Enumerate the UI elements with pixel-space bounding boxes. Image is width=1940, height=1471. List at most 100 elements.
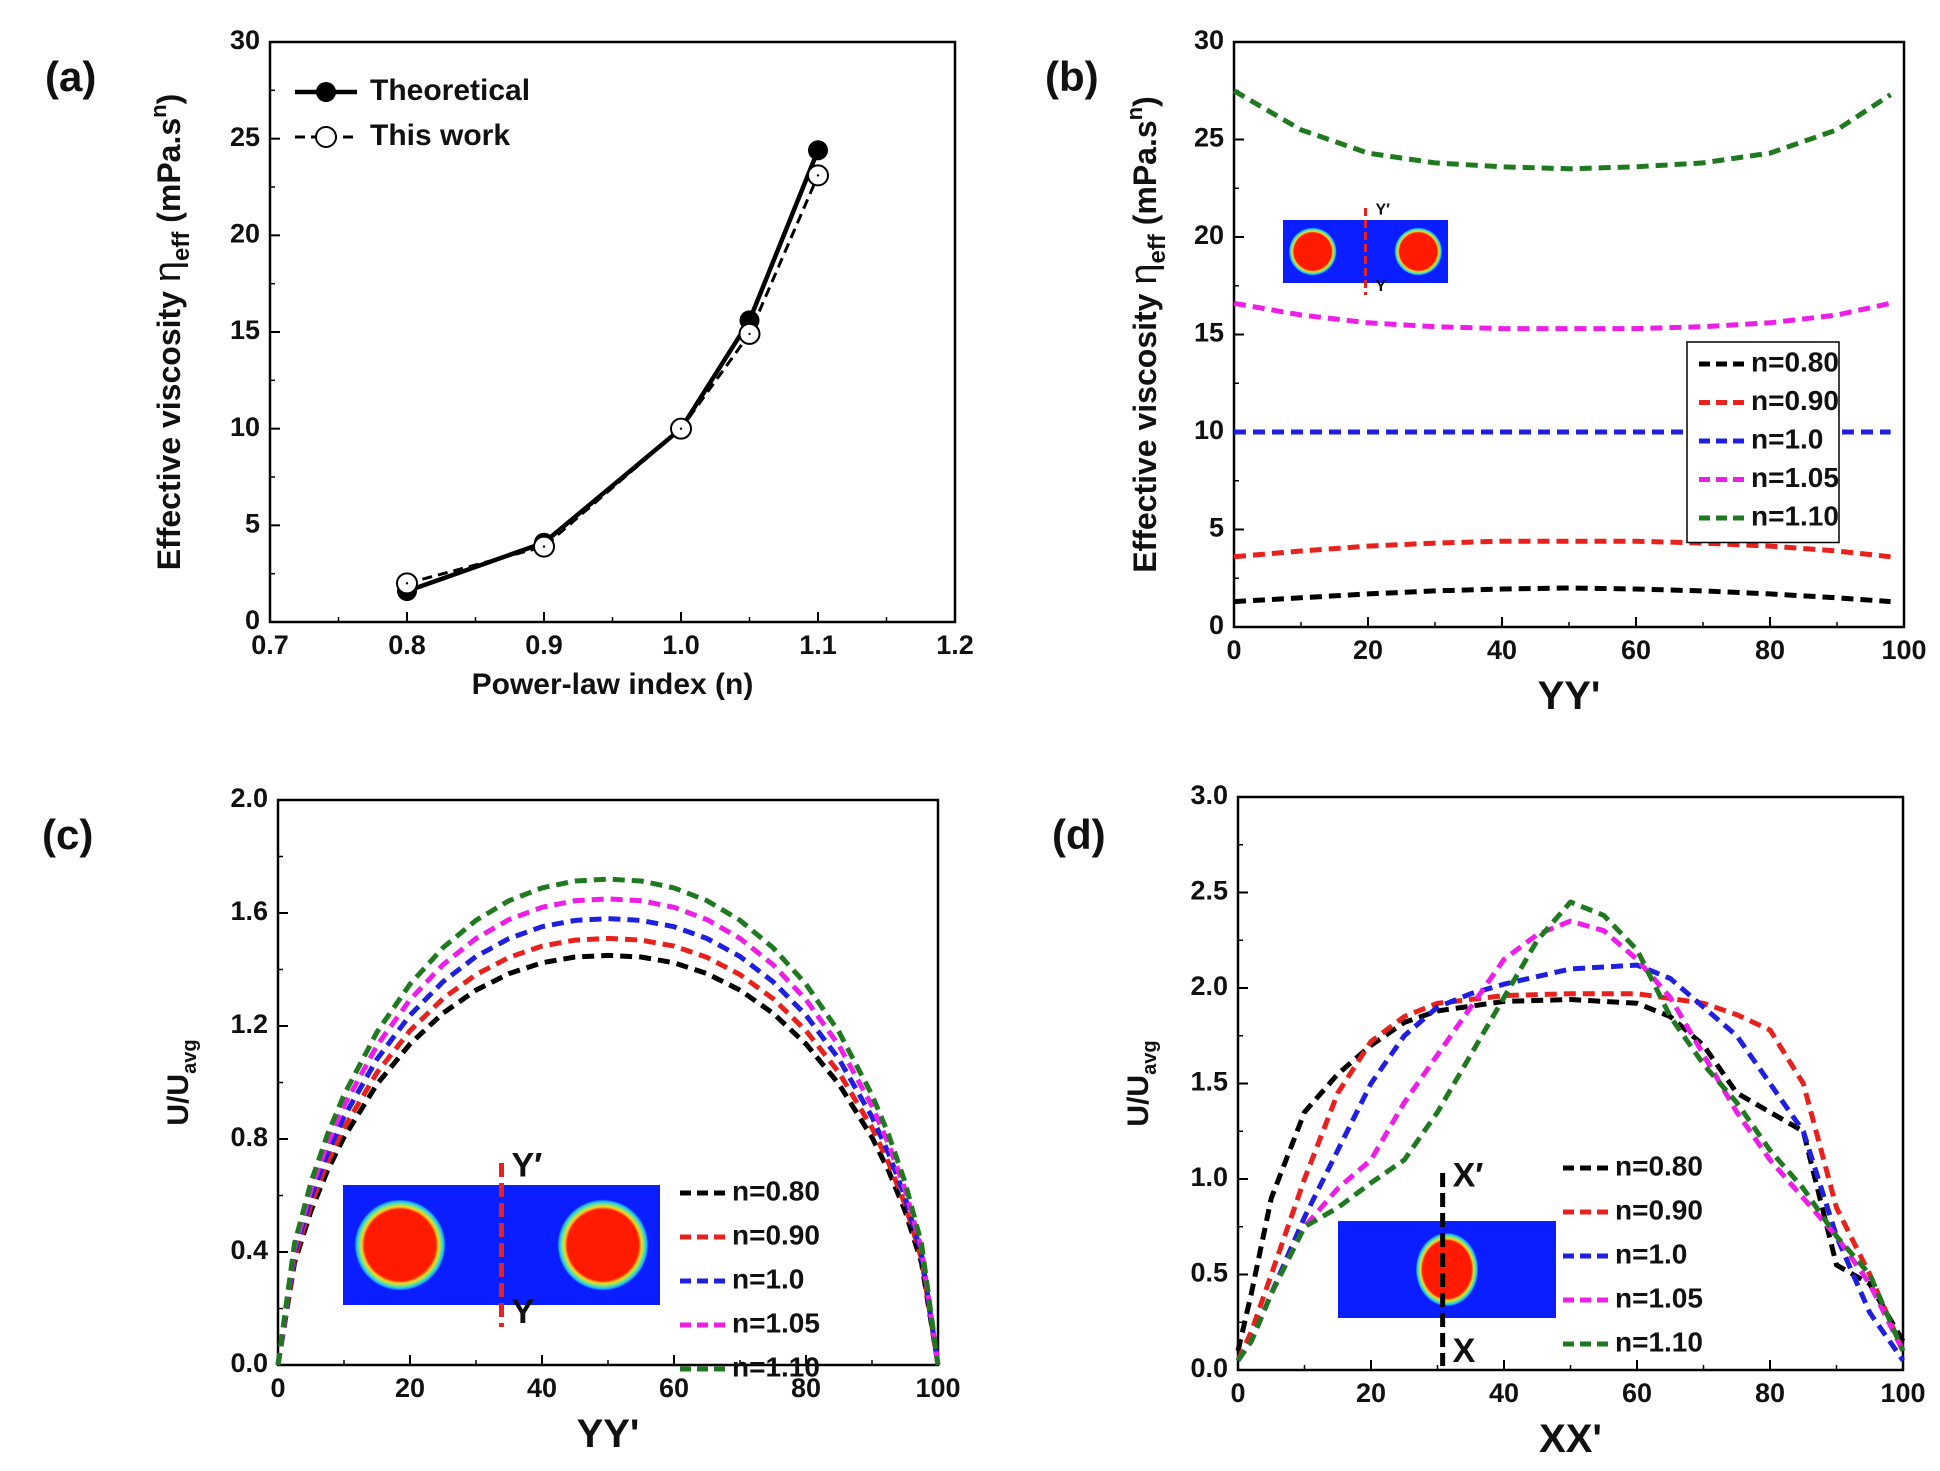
inset-top-label: X′ [1453,1157,1484,1195]
x-tick-label: 60 [659,1373,689,1403]
data-point-center [405,582,409,585]
y-tick-label: 2.5 [1190,876,1228,906]
inset-droplet [354,1199,446,1291]
data-point [808,140,828,161]
legend-label: n=1.10 [732,1351,820,1382]
y-axis-label-part: n [1122,107,1147,120]
legend-marker [316,82,336,102]
y-axis-label: Effective viscosity ηeff (mPa.sn) [1122,96,1171,573]
legend-label: n=1.05 [732,1307,820,1338]
x-tick-label: 20 [395,1373,425,1403]
legend-marker [315,126,337,148]
x-tick-label: 60 [1622,1378,1652,1408]
legend-label: n=1.05 [1615,1282,1703,1313]
series-line-1 [406,174,820,585]
y-axis-label-sub: avg [1139,1040,1161,1074]
y-axis-label-part: eff [168,231,195,261]
y-tick-label: 1.2 [230,1009,268,1039]
legend-label: n=0.80 [1751,346,1839,377]
y-tick-label: 3.0 [1190,780,1228,810]
panel-a: (a) 0.7 0.8 0.9 1.0 1.1 1.2 0 5 10 15 20 25 30 Power-l… [45,25,974,701]
panel-d: (d) 0 20 40 60 80 100 0.0 0.5 1.0 1.5 2.0 2.5 3.0 XX' U… [1052,780,1926,1461]
y-tick-label: 1.0 [1190,1162,1228,1192]
y-tick-label: 20 [1194,220,1224,250]
y-tick-label: 0.0 [1190,1353,1228,1383]
inset-droplet [557,1199,649,1291]
series-line-3 [1235,918,1906,1362]
data-point-center [679,427,683,430]
panel-label: (c) [42,811,93,858]
x-tick-label: 0.8 [388,630,426,660]
series-line-0 [275,952,941,1366]
x-tick-label: 0 [1230,1378,1245,1408]
y-tick-label: 25 [1194,123,1224,153]
y-tick-label: 1.5 [1190,1067,1228,1097]
legend-label: This work [370,119,510,152]
panel-b: (b) 0 20 40 60 80 100 0 5 10 15 20 25 30 YY' Effective … [1045,25,1927,718]
y-tick-label: 15 [1194,318,1224,348]
y-tick-label: 2.0 [230,783,268,813]
y-tick-label: 30 [1194,25,1224,55]
x-tick-label: 0 [270,1373,285,1403]
y-tick-label: 0 [1209,610,1224,640]
legend-label: n=1.10 [1615,1326,1703,1357]
x-tick-label: 0 [1226,635,1241,665]
legend-label: n=0.90 [1615,1194,1703,1225]
panel-c: (c) 0 20 40 60 80 100 0.0 0.4 0.8 1.2 1.6 2.0 YY' U/Ua… [42,783,961,1456]
inset-droplet [1394,227,1443,276]
series-line-4 [1235,899,1906,1362]
series-line-1 [1233,538,1891,560]
y-tick-label: 5 [1209,513,1224,543]
y-tick-label: 0.8 [230,1122,268,1152]
y-axis-label: U/Uavg [1122,1040,1161,1126]
x-axis-label: YY' [577,1412,640,1456]
legend-label: n=1.10 [1751,500,1839,531]
y-axis-label: Effective viscosity ηeff (mPa.sn) [146,94,195,571]
y-axis-label-part: (mPa.s [151,118,187,232]
series-line-0 [1233,585,1891,605]
inset-droplet [1288,227,1337,276]
y-tick-label: 2.0 [1190,971,1228,1001]
x-tick-label: 0.9 [525,630,563,660]
series-line-3 [275,896,941,1366]
x-tick-label: 80 [1755,635,1785,665]
y-tick-label: 20 [230,218,260,248]
x-axis-label: Power-law index (n) [472,668,754,701]
x-tick-label: 40 [1489,1378,1519,1408]
legend-label: n=0.80 [1615,1150,1703,1181]
y-tick-label: 0 [245,605,260,635]
y-tick-label: 30 [230,25,260,55]
series-line-4 [1232,88,1892,172]
y-tick-label: 5 [245,508,260,538]
y-axis-label-part: n [146,104,171,117]
y-axis-label-part: η [1123,264,1165,285]
legend-label: Theoretical [370,74,530,107]
series-line-0 [406,149,821,594]
panel-label: (d) [1052,811,1106,858]
data-point-center [542,545,546,548]
x-tick-label: 80 [791,1373,821,1403]
legend-label: n=1.0 [732,1263,804,1294]
x-axis-label: YY' [1538,674,1601,718]
series-line-0 [1235,997,1906,1352]
x-tick-label: 100 [1881,635,1926,665]
y-axis-label: U/Uavg [162,1039,201,1125]
inset-bottom-label: Y [1376,278,1387,295]
x-tick-label: 100 [1880,1378,1925,1408]
legend-label: n=0.90 [1751,385,1839,416]
inset-top-label: Y′ [512,1147,543,1185]
x-tick-label: 40 [1487,635,1517,665]
y-axis-label-part: ) [1127,96,1163,107]
panel-label: (a) [45,53,96,100]
x-tick-label: 20 [1353,635,1383,665]
y-axis-label-part: Effective viscosity [1127,285,1163,573]
legend-label: n=1.05 [1751,462,1839,493]
y-tick-label: 0.0 [230,1348,268,1378]
y-tick-label: 0.5 [1190,1258,1228,1288]
legend-label: n=0.90 [732,1219,820,1250]
y-tick-label: 10 [1194,415,1224,445]
y-tick-label: 10 [230,412,260,442]
x-tick-label: 0.7 [251,630,289,660]
y-axis-label-part: η [147,261,189,282]
y-axis-label-part: Effective viscosity [151,282,187,570]
